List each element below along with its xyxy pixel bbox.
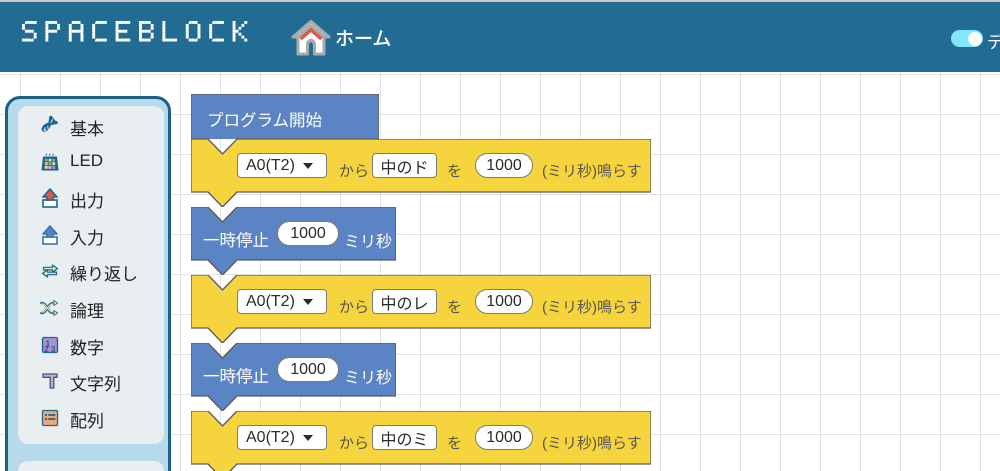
svg-text:2: 2 [44,344,49,354]
svg-text:3: 3 [51,344,56,354]
